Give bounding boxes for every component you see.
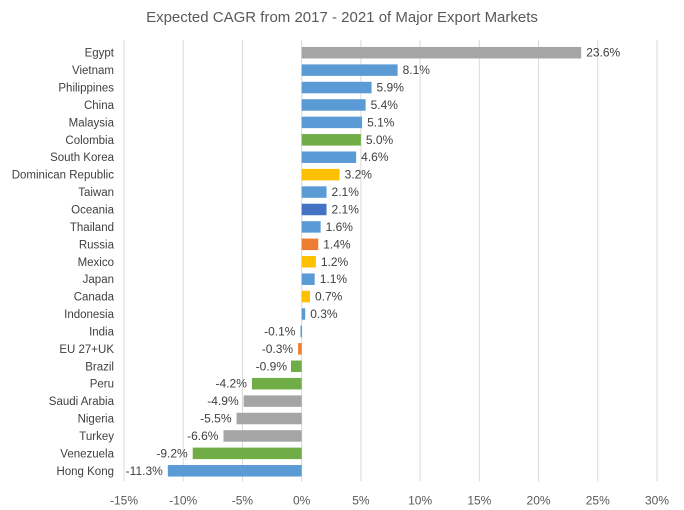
bar (301, 64, 398, 76)
x-tick-label: 0% (293, 494, 311, 508)
data-label: -6.6% (187, 429, 219, 443)
x-tick-label: 10% (408, 494, 432, 508)
data-label: 0.3% (310, 307, 338, 321)
category-label: China (84, 100, 115, 112)
bar (301, 203, 327, 216)
category-label: Malaysia (69, 117, 115, 129)
data-label: 5.9% (377, 81, 405, 95)
category-label: Peru (90, 379, 114, 391)
bar (291, 360, 302, 373)
data-label: 2.1% (332, 185, 360, 199)
data-label: -11.3% (126, 464, 163, 478)
bar (301, 116, 363, 129)
data-label: 5.1% (367, 115, 395, 129)
category-label: Vietnam (72, 65, 114, 77)
data-label: 5.0% (366, 133, 394, 147)
data-label: 8.1% (403, 63, 431, 77)
bars (167, 46, 582, 477)
bar (251, 377, 302, 390)
category-label: India (89, 326, 115, 338)
category-label: Thailand (70, 222, 114, 234)
bar (243, 395, 302, 407)
bar (192, 447, 302, 460)
category-label: Dominican Republic (12, 170, 115, 182)
category-label: EU 27+UK (59, 344, 114, 356)
x-tick-label: -10% (169, 494, 197, 508)
data-label: -5.5% (200, 412, 232, 426)
x-tick-label: -5% (232, 494, 254, 508)
data-label: 23.6% (586, 46, 620, 60)
category-label: Oceania (71, 204, 114, 216)
category-label: Nigeria (78, 414, 115, 426)
category-label: Taiwan (78, 187, 114, 199)
data-label: 0.7% (315, 290, 343, 304)
data-label: 2.1% (332, 202, 360, 216)
chart-title: Expected CAGR from 2017 - 2021 of Major … (146, 9, 538, 26)
category-label: Canada (74, 292, 115, 304)
category-label: Turkey (79, 431, 114, 443)
bar (300, 325, 302, 338)
data-label: 5.4% (371, 98, 399, 112)
bar (301, 308, 306, 320)
x-tick-label: -15% (110, 494, 138, 508)
data-label: 1.1% (320, 272, 348, 286)
bar (223, 430, 302, 442)
bar (301, 221, 321, 233)
bar (301, 186, 327, 198)
bar (301, 99, 366, 111)
data-label: -4.9% (207, 394, 239, 408)
category-label: Hong Kong (56, 466, 114, 478)
data-labels: 23.6% 8.1% 5.9% 5.4% 5.1% 5.0% 4.6% 3.2% 2.1% 2.1… (126, 46, 621, 478)
bar (301, 290, 310, 303)
data-label: 4.6% (361, 150, 389, 164)
bar (301, 151, 357, 163)
bar (301, 168, 340, 181)
bar (167, 465, 302, 477)
data-label: 1.6% (326, 220, 354, 234)
bar (301, 46, 582, 59)
category-labels: Egypt Vietnam Philippines China Malaysia Colo… (12, 48, 115, 478)
bar (301, 273, 315, 285)
data-label: -0.3% (262, 342, 294, 356)
data-label: -4.2% (216, 377, 248, 391)
category-label: Egypt (85, 48, 115, 60)
category-label: Indonesia (64, 309, 114, 321)
bar (236, 412, 302, 425)
bar (301, 256, 316, 268)
data-label: 1.4% (323, 237, 351, 251)
x-tick-label: 30% (645, 494, 669, 508)
bar (301, 134, 361, 146)
bar (301, 238, 319, 251)
bar (298, 343, 302, 355)
category-label: Russia (79, 239, 115, 251)
category-label: Brazil (85, 361, 114, 373)
x-tick-label: 20% (527, 494, 551, 508)
grid-lines (123, 40, 658, 482)
category-label: Venezuela (60, 448, 114, 460)
data-label: 3.2% (345, 168, 373, 182)
category-label: Mexico (78, 257, 114, 269)
category-label: South Korea (50, 152, 115, 164)
category-label: Japan (83, 274, 114, 286)
x-tick-label: 15% (467, 494, 491, 508)
x-tick-labels: -15% -10% -5% 0% 5% 10% 15% 20% 25% 30% (110, 494, 669, 508)
data-label: 1.2% (321, 255, 349, 269)
data-label: -9.2% (156, 446, 188, 460)
category-label: Colombia (65, 135, 114, 147)
data-label: -0.1% (264, 324, 296, 338)
data-label: -0.9% (256, 359, 288, 373)
category-label: Philippines (58, 83, 114, 95)
bar (301, 81, 372, 94)
category-label: Saudi Arabia (49, 396, 115, 408)
x-tick-label: 25% (586, 494, 610, 508)
x-tick-label: 5% (352, 494, 370, 508)
